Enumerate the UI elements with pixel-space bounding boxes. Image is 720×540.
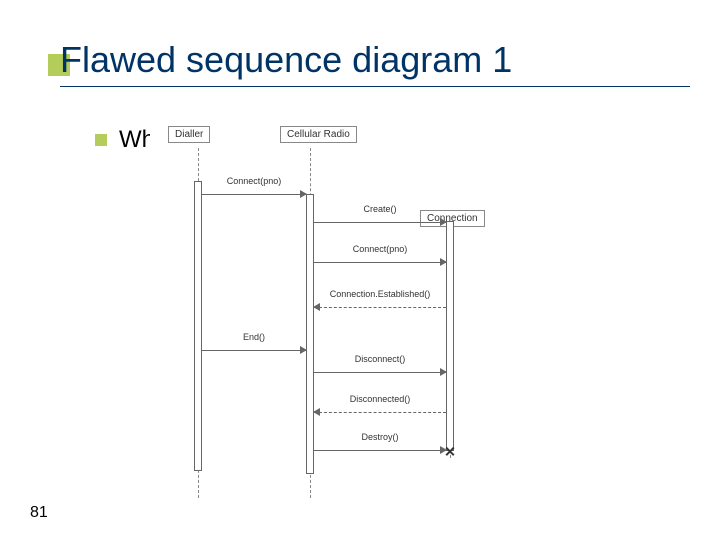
destroy-x-icon: ✕: [444, 444, 456, 461]
arrowhead-icon: [440, 368, 447, 376]
sequence-diagram: DiallerCellular RadioConnectionConnect(p…: [150, 126, 500, 496]
message-label: Connection.Established(): [314, 289, 446, 299]
message-label: Disconnect(): [314, 354, 446, 364]
activation-bar: [446, 221, 454, 451]
message-arrow: Connect(pno): [314, 256, 446, 270]
message-arrow: Create(): [314, 216, 446, 230]
slide-number: 81: [30, 504, 48, 522]
slide-title: Flawed sequence diagram 1: [60, 40, 690, 80]
message-label: Destroy(): [314, 432, 446, 442]
arrowhead-icon: [313, 303, 320, 311]
arrowhead-icon: [313, 408, 320, 416]
message-label: Create(): [314, 204, 446, 214]
message-arrow: Disconnect(): [314, 366, 446, 380]
activation-bar: [306, 194, 314, 474]
message-label: Disconnected(): [314, 394, 446, 404]
message-arrow: Disconnected(): [314, 406, 446, 420]
message-arrow: End(): [202, 344, 306, 358]
participant-cellular-radio: Cellular Radio: [280, 126, 357, 143]
title-underline: [60, 86, 690, 87]
arrowhead-icon: [300, 190, 307, 198]
activation-bar: [194, 181, 202, 471]
arrowhead-icon: [440, 218, 447, 226]
message-arrow: Destroy(): [314, 444, 446, 458]
arrowhead-icon: [300, 346, 307, 354]
message-label: End(): [202, 332, 306, 342]
participant-dialler: Dialler: [168, 126, 210, 143]
title-block: Flawed sequence diagram 1: [60, 40, 690, 87]
bullet-square-icon: [95, 134, 107, 146]
arrowhead-icon: [440, 258, 447, 266]
message-arrow: Connection.Established(): [314, 301, 446, 315]
message-label: Connect(pno): [314, 244, 446, 254]
message-label: Connect(pno): [202, 176, 306, 186]
message-arrow: Connect(pno): [202, 188, 306, 202]
